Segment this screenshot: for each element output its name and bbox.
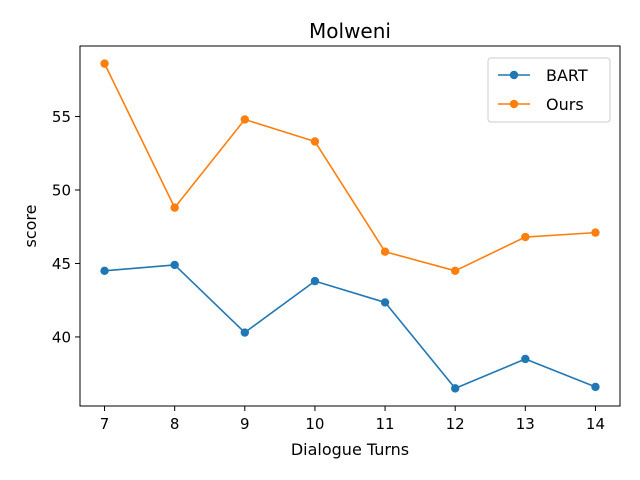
series-line-ours — [103, 63, 596, 272]
x-axis-label: Dialogue Turns — [291, 440, 409, 459]
y-tick-label: 55 — [52, 108, 71, 126]
x-tick-label: 13 — [516, 415, 535, 433]
data-point-bart — [591, 382, 600, 392]
data-point-ours — [380, 247, 390, 256]
legend-label-bart: BART — [546, 66, 588, 85]
data-point-ours — [100, 59, 109, 68]
data-point-bart — [100, 266, 109, 276]
series-line-bart — [104, 264, 596, 390]
chart-title: Molweni — [309, 19, 391, 43]
x-tick-label: 11 — [376, 415, 395, 433]
data-point-bart — [450, 384, 460, 393]
plot-area — [100, 59, 600, 393]
data-point-bart — [170, 260, 179, 270]
y-tick-label: 40 — [52, 328, 71, 346]
x-tick-label: 14 — [586, 415, 605, 433]
y-tick-label: 45 — [52, 255, 71, 273]
y-axis-label: score — [21, 205, 40, 248]
plot-frame — [79, 45, 621, 407]
legend-marker-ours — [509, 99, 519, 109]
data-point-ours — [310, 137, 320, 146]
x-tick-label: 7 — [100, 415, 110, 433]
data-point-ours — [591, 228, 600, 237]
data-point-bart — [380, 298, 390, 307]
legend-label-ours: Ours — [546, 95, 584, 114]
x-tick-label: 8 — [170, 415, 180, 433]
legend: BART Ours — [487, 57, 611, 123]
data-point-ours — [170, 203, 179, 212]
x-tick-label: 9 — [240, 415, 250, 433]
data-point-ours — [450, 266, 460, 276]
legend-marker-bart — [509, 70, 519, 80]
data-point-bart — [521, 354, 530, 364]
legend-box — [487, 57, 611, 123]
data-point-ours — [521, 232, 530, 242]
data-point-bart — [310, 276, 320, 286]
data-point-ours — [240, 115, 250, 124]
x-tick-label: 10 — [305, 415, 324, 433]
x-tick-label: 12 — [446, 415, 465, 433]
data-point-bart — [240, 328, 250, 337]
y-tick-label: 50 — [52, 182, 71, 200]
